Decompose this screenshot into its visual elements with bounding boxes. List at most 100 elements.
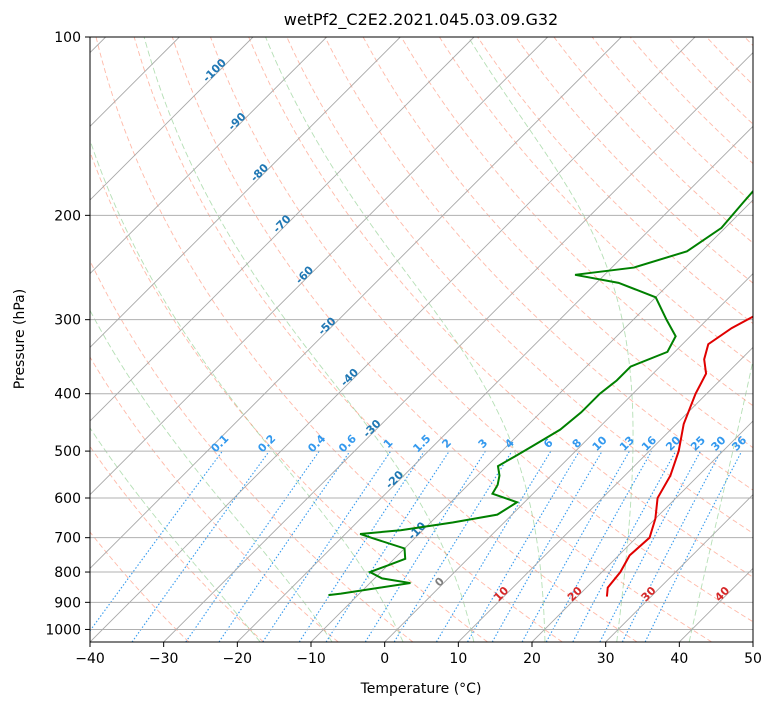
mixing-ratio-line-0.4 xyxy=(185,450,320,642)
temperature-profile xyxy=(605,315,753,597)
isotherm-40 xyxy=(679,567,753,642)
x-tick-label: 40 xyxy=(670,651,688,667)
mixing-ratio-line-0.6 xyxy=(218,450,351,642)
profile-series xyxy=(328,189,753,597)
x-tick-label: −20 xyxy=(223,651,253,667)
dry-adiabat-100 xyxy=(400,37,753,407)
mixing-ratio-line-36 xyxy=(644,450,743,642)
isopleth-label: -20 xyxy=(383,468,406,491)
dry-adiabat-190 xyxy=(744,37,753,47)
isotherm--80 xyxy=(90,37,401,348)
mixing-ratio-label: 16 xyxy=(639,433,659,453)
isobar-grid xyxy=(90,37,753,630)
isotherm-30 xyxy=(605,494,753,642)
moist-adiabat-10 xyxy=(143,37,475,642)
isopleth-label: 30 xyxy=(639,584,659,604)
mixing-ratio-label: 1 xyxy=(381,436,396,451)
mixing-ratio-line-3 xyxy=(364,450,486,642)
isotherm--70 xyxy=(90,37,475,422)
mixing-ratio-line-4 xyxy=(393,450,513,642)
y-tick-label: 900 xyxy=(54,595,81,611)
y-tick-label: 200 xyxy=(54,208,81,224)
isotherm-10 xyxy=(458,346,753,642)
mixing-ratio-line-6 xyxy=(435,450,552,642)
dry-adiabat-80 xyxy=(324,37,753,491)
y-tick-label: 400 xyxy=(54,387,81,403)
mixing-ratio-line-0.2 xyxy=(131,450,270,642)
dry-adiabats xyxy=(90,24,775,642)
mixing-ratio-label: 2 xyxy=(439,436,454,451)
x-axis-ticks: −40 −30 −20 −10 0 10 20 30 40 50 xyxy=(75,642,762,667)
isopleth-label: 40 xyxy=(712,584,732,604)
mixing-ratio-line-20 xyxy=(572,450,677,642)
isotherm-20 xyxy=(531,420,753,642)
isotherm--60 xyxy=(90,37,548,496)
dry-adiabat-50 xyxy=(210,37,753,623)
dry-adiabat-40 xyxy=(171,37,712,642)
mixing-ratio-label: 30 xyxy=(709,433,729,453)
y-axis-label: Pressure (hPa) xyxy=(12,289,28,389)
x-axis-label: Temperature (°C) xyxy=(360,681,482,697)
mixing-ratio-label: 36 xyxy=(729,433,749,453)
x-tick-label: 10 xyxy=(449,651,467,667)
mixing-ratio-line-16 xyxy=(545,450,653,642)
skewed-isotherms xyxy=(90,37,753,642)
x-tick-label: 20 xyxy=(523,651,541,667)
x-tick-label: 50 xyxy=(744,651,762,667)
dry-adiabat-180 xyxy=(705,37,753,86)
mixing-ratio-line-0.1 xyxy=(90,450,223,632)
plot-area: 0.1 0.2 0.4 0.6 1 1.5 2 3 4 6 8 10 13 16 20 25 30 36-100-… xyxy=(90,24,775,642)
isopleth-label: -60 xyxy=(293,263,316,286)
dewpoint-profile xyxy=(328,189,753,597)
isotherm--100 xyxy=(90,37,254,201)
mixing-ratio-label: 0.4 xyxy=(305,432,328,455)
isotherm--20 xyxy=(237,125,753,642)
mixing-ratio-label: 0.2 xyxy=(255,432,278,455)
isopleth-label: -100 xyxy=(200,56,229,85)
y-tick-label: 800 xyxy=(54,565,81,581)
y-tick-label: 300 xyxy=(54,313,81,329)
isopleth-label: -40 xyxy=(338,366,361,389)
dry-adiabat-130 xyxy=(515,37,753,284)
moist-adiabats xyxy=(90,37,753,642)
dry-adiabat--30 xyxy=(90,531,190,642)
mixing-ratio-label: 1.5 xyxy=(410,432,433,455)
mixing-ratio-label: 6 xyxy=(541,436,556,451)
isopleth-label: -80 xyxy=(248,161,271,184)
dry-adiabat--10 xyxy=(90,356,339,642)
isotherm--10 xyxy=(310,199,753,642)
isopleth-label: -50 xyxy=(315,314,338,337)
mixing-ratio-line-1.5 xyxy=(298,450,425,642)
dry-adiabat-30 xyxy=(133,37,638,642)
x-tick-label: −30 xyxy=(149,651,179,667)
mixing-ratio-line-1 xyxy=(262,450,392,642)
plot-frame xyxy=(89,36,754,643)
chart-title: wetPf2_C2E2.2021.045.03.09.G32 xyxy=(284,10,558,30)
moist-adiabat-30 xyxy=(467,37,634,642)
x-tick-label: −10 xyxy=(296,651,326,667)
isopleth-label: -90 xyxy=(225,110,248,133)
dry-adiabat-200 xyxy=(770,24,775,642)
x-tick-label: 30 xyxy=(597,651,615,667)
mixing-ratio-label: 8 xyxy=(570,436,585,451)
isotherm--30 xyxy=(163,52,753,642)
moist-adiabat-20 xyxy=(265,37,546,642)
isopleth-label: -10 xyxy=(405,519,428,542)
moist-adiabat--20 xyxy=(90,427,261,642)
isotherm--40 xyxy=(90,37,696,642)
y-tick-label: 600 xyxy=(54,491,81,507)
mixing-ratio-line-25 xyxy=(599,450,702,642)
isopleth-label: 10 xyxy=(491,584,511,604)
dry-adiabat-150 xyxy=(591,37,753,204)
dry-adiabat-60 xyxy=(248,37,753,578)
mixing-ratio-label: 0.6 xyxy=(336,432,359,455)
mixing-ratio-label: 0.1 xyxy=(208,432,231,455)
mixing-ratio-lines xyxy=(90,450,743,642)
mixing-ratio-line-30 xyxy=(621,450,722,642)
dry-adiabat-70 xyxy=(286,37,753,534)
dry-adiabat-0 xyxy=(90,259,414,642)
isotherm-50 xyxy=(752,641,753,642)
y-axis-ticks: 100 200 300 400 500 600 700 800 900 1000 xyxy=(45,30,90,638)
moist-adiabat-40 xyxy=(688,358,753,642)
